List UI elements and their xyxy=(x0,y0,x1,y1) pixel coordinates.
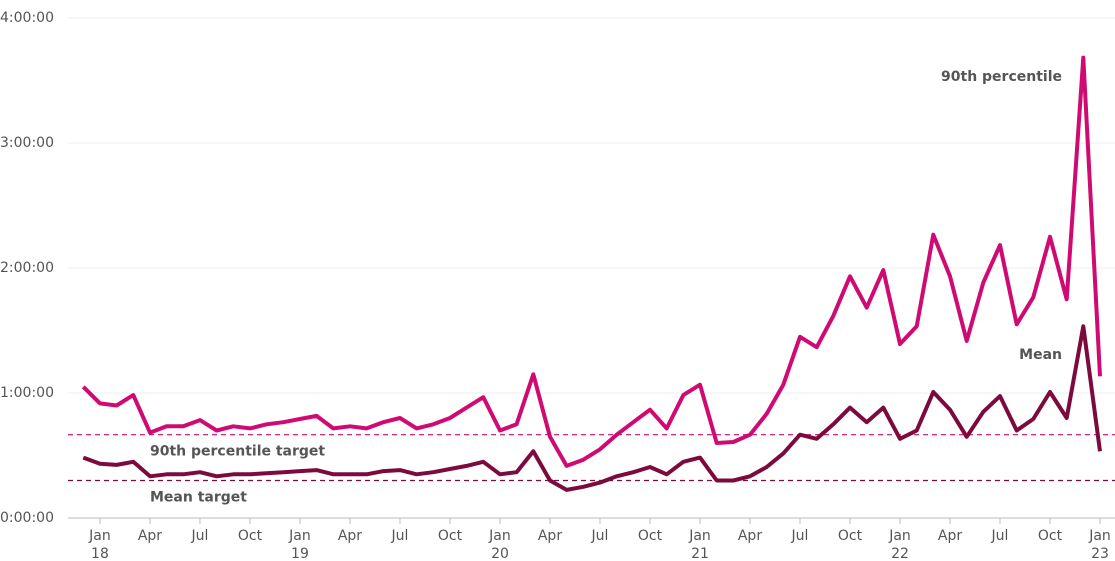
x-tick-label: Jan xyxy=(488,528,511,544)
x-tick-year: 19 xyxy=(291,546,309,561)
x-tick-label: Jul xyxy=(591,528,609,544)
legend-label: 90th percentile xyxy=(941,69,1062,85)
x-tick-year: 20 xyxy=(491,546,509,561)
x-tick-label: Jan xyxy=(688,528,711,544)
x-tick-label: Jan xyxy=(288,528,311,544)
x-tick-label: Oct xyxy=(838,528,863,544)
x-tick-label: Apr xyxy=(538,528,562,544)
x-tick-label: Apr xyxy=(738,528,762,544)
x-tick-label: Jul xyxy=(991,528,1009,544)
x-tick-label: Jan xyxy=(888,528,911,544)
target-label: Mean target xyxy=(150,490,247,506)
x-tick-label: Apr xyxy=(938,528,962,544)
x-tick-label: Oct xyxy=(638,528,663,544)
y-tick-label: 4:00:00 xyxy=(0,10,54,26)
x-tick-label: Jul xyxy=(791,528,809,544)
x-tick-label: Jan xyxy=(1088,528,1111,544)
series-line xyxy=(82,324,1102,492)
x-tick-label: Apr xyxy=(138,528,162,544)
x-tick-label: Jan xyxy=(88,528,111,544)
legend-label: Mean xyxy=(1019,347,1062,363)
x-tick-label: Oct xyxy=(438,528,463,544)
x-tick-year: 21 xyxy=(691,546,709,561)
y-tick-label: 3:00:00 xyxy=(0,135,54,151)
y-tick-label: 1:00:00 xyxy=(0,385,54,401)
x-tick-label: Apr xyxy=(338,528,362,544)
x-tick-label: Oct xyxy=(238,528,263,544)
x-tick-year: 18 xyxy=(91,546,109,561)
x-tick-label: Jul xyxy=(391,528,409,544)
x-tick-label: Jul xyxy=(191,528,209,544)
y-tick-label: 0:00:00 xyxy=(0,510,54,526)
x-tick-year: 22 xyxy=(891,546,909,561)
y-tick-label: 2:00:00 xyxy=(0,260,54,276)
target-label: 90th percentile target xyxy=(150,444,325,460)
x-tick-label: Oct xyxy=(1038,528,1063,544)
series-line xyxy=(81,55,1102,468)
x-tick-year: 23 xyxy=(1091,546,1109,561)
